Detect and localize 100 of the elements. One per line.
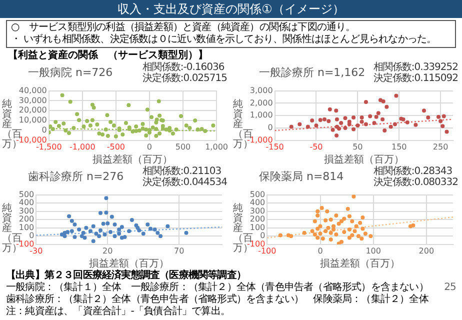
point — [166, 224, 170, 228]
point — [158, 234, 163, 238]
y-tick-label: 30,000 — [18, 96, 47, 105]
y-tick-label: 400 — [18, 198, 34, 208]
point — [380, 117, 385, 122]
x-tick-label: 100 — [366, 246, 381, 256]
point — [356, 234, 360, 238]
x-tick-label: 0 — [146, 142, 152, 152]
x-tick-label: 1,000 — [205, 142, 228, 152]
point — [88, 229, 92, 234]
text: 注：純資産は、「資産合計」-「負債合計」で算出。 — [6, 306, 232, 318]
point — [141, 232, 146, 236]
y-tick-label: -100 — [16, 239, 34, 248]
point — [334, 117, 339, 122]
point — [70, 229, 74, 234]
point — [436, 114, 440, 119]
point — [302, 230, 306, 235]
x-tick-label: 200 — [418, 246, 434, 256]
point — [337, 126, 342, 131]
point — [363, 232, 368, 236]
point — [334, 213, 338, 218]
point — [127, 229, 132, 234]
point — [332, 228, 336, 232]
point — [91, 239, 96, 244]
chart-title: 保険薬局 n=814 — [259, 169, 344, 184]
point — [326, 119, 331, 124]
point — [364, 100, 368, 104]
text: 相関係数:0.21103 — [142, 166, 222, 177]
y-tick-label: 500 — [250, 190, 266, 199]
y-tick-label: 20,000 — [18, 106, 47, 115]
point — [343, 116, 348, 120]
point — [414, 122, 418, 127]
point — [77, 228, 82, 232]
point — [408, 224, 413, 228]
point — [120, 225, 124, 230]
point — [356, 124, 360, 128]
point — [372, 121, 376, 126]
point — [316, 236, 320, 240]
point — [336, 222, 341, 226]
y-tick-label: 100 — [18, 222, 34, 232]
text: 決定係数:0.080332 — [373, 177, 458, 188]
point — [347, 228, 352, 232]
point — [352, 115, 356, 120]
text: 一般病院：（集計１）全体 一般診療所：（集計２）全体（青色申告者（省略形式）を含まない） — [6, 282, 430, 294]
point — [318, 232, 322, 236]
text: 決定係数:0.044534 — [142, 177, 227, 188]
point — [354, 224, 358, 228]
point — [328, 218, 333, 222]
text: 歯科診療所：（集計２）全体（青色申告者（省略形式）を含まない） 保険薬局：（集計２）全体 — [6, 294, 430, 306]
x-tick-label: -30 — [30, 246, 43, 256]
point — [352, 229, 357, 234]
chart-title: 一般診療所 n=1,162 — [259, 65, 366, 80]
point — [152, 228, 157, 232]
point — [298, 122, 302, 126]
text: 相関係数:0.339252 — [373, 62, 458, 73]
x-tick-label: 250 — [432, 142, 448, 152]
x-axis-title: 損益差額（百万） — [89, 258, 170, 270]
y-tick-label: 100 — [250, 222, 266, 232]
y-tick-label: 400 — [250, 198, 266, 208]
point — [347, 214, 352, 218]
y-tick-label: -100 — [247, 239, 266, 248]
y-tick-label: 3,000 — [250, 86, 273, 95]
text: 相関係数:0.28343 — [373, 166, 454, 177]
point — [360, 236, 364, 241]
point — [148, 226, 153, 231]
point — [120, 236, 124, 240]
y-tick-label: 0 — [29, 231, 34, 240]
point — [364, 122, 368, 126]
point — [117, 228, 122, 232]
chart-title: 一般病院 n=726 — [28, 65, 113, 80]
point — [84, 226, 88, 230]
point — [110, 214, 114, 219]
point — [442, 114, 446, 118]
point — [72, 222, 77, 227]
point — [112, 222, 117, 227]
y-tick-label: 10,000 — [18, 116, 47, 125]
text: 【出典】第２３回医療経済実態調査（医療機関等調査） — [6, 270, 248, 282]
point — [108, 230, 112, 234]
point — [117, 232, 122, 236]
y-tick-label: 500 — [18, 190, 34, 199]
x-tick-label: -150 — [266, 142, 284, 152]
point — [336, 242, 341, 244]
point — [334, 108, 338, 113]
point — [310, 118, 314, 123]
point — [368, 114, 372, 118]
point — [339, 121, 344, 126]
point — [368, 234, 373, 238]
point — [360, 120, 364, 124]
point — [156, 230, 160, 235]
point — [347, 236, 352, 240]
text: ・ いずれも相関係数、決定係数は０に近い数値を示しており、関係性はほとんど見られなかった。 — [11, 34, 438, 46]
point — [350, 219, 354, 224]
text: 25 — [444, 282, 456, 294]
point — [339, 219, 344, 224]
point — [289, 124, 294, 129]
point — [330, 128, 335, 132]
point — [80, 234, 84, 238]
x-tick-label: 500 — [175, 142, 191, 152]
point — [392, 122, 397, 126]
point — [66, 230, 70, 234]
